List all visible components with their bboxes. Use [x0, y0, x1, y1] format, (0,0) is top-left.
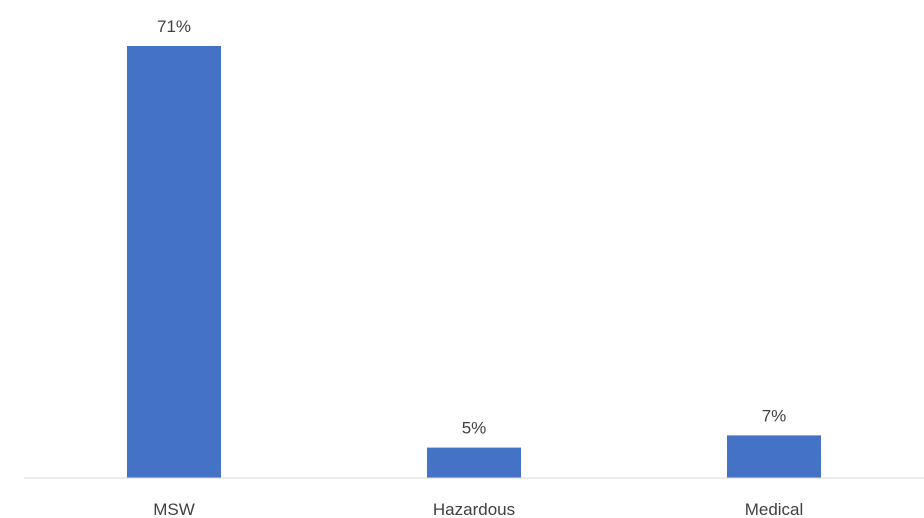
data-label-msw: 71% — [157, 17, 191, 36]
data-label-hazardous: 5% — [462, 419, 487, 438]
bar-hazardous — [427, 447, 521, 478]
bar-msw — [127, 46, 221, 478]
bar-medical — [727, 435, 821, 478]
data-label-medical: 7% — [762, 406, 787, 425]
x-tick-label-hazardous: Hazardous — [433, 500, 515, 518]
x-tick-label-medical: Medical — [745, 500, 804, 518]
x-tick-label-msw: MSW — [153, 500, 195, 518]
